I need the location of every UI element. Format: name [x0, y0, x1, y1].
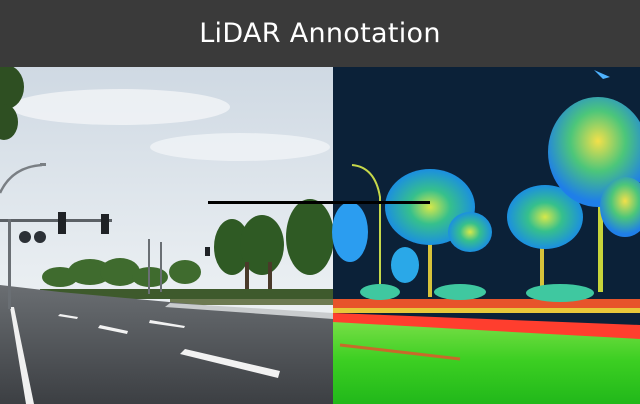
photo-half — [0, 67, 334, 404]
split-comparison-image — [0, 67, 640, 404]
lidar-half — [332, 67, 640, 404]
page-title: LiDAR Annotation — [199, 18, 441, 49]
annotation-line — [208, 201, 430, 204]
header-bar: LiDAR Annotation — [0, 0, 640, 67]
scene-illustration — [0, 67, 640, 404]
